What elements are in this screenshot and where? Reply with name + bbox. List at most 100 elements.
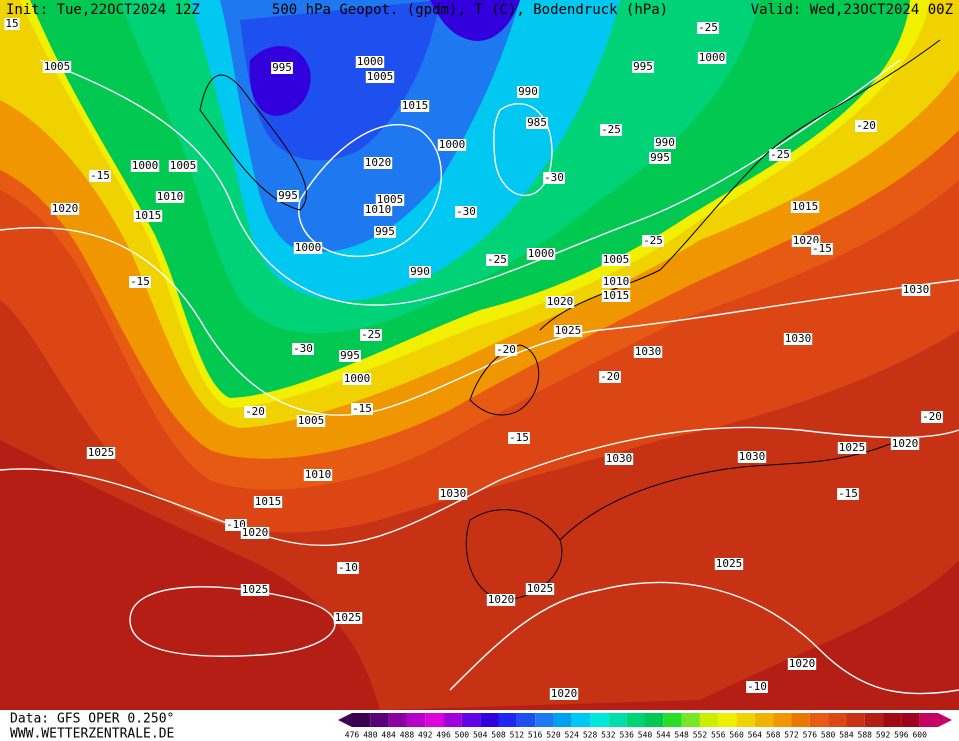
isobar-label: 1005 xyxy=(298,414,325,427)
colorbar-tick-label: 572 xyxy=(784,731,799,740)
isobar-label: -15 xyxy=(130,275,150,288)
isobar-label: 1030 xyxy=(785,332,812,345)
label-box xyxy=(4,18,20,30)
label-box xyxy=(525,583,555,595)
label-box xyxy=(168,160,198,172)
isobar-label: -25 xyxy=(361,328,381,341)
colorbar-box xyxy=(828,713,847,727)
colorbar-box xyxy=(443,713,462,727)
label-box xyxy=(293,242,323,254)
isobar-label: 990 xyxy=(518,85,538,98)
label-box xyxy=(50,203,80,215)
colorbar-tick-label: 552 xyxy=(693,731,708,740)
colorbar-box xyxy=(388,713,407,727)
colorbar-tick-label: 544 xyxy=(656,731,671,740)
label-box xyxy=(374,226,396,238)
label-box xyxy=(342,373,372,385)
isobar-label: 1030 xyxy=(606,452,633,465)
label-box xyxy=(486,594,516,606)
colorbar-tick-label: 592 xyxy=(876,731,891,740)
colorbar-tick-label: 500 xyxy=(455,731,470,740)
label-box xyxy=(526,248,556,260)
label-box xyxy=(400,100,430,112)
colorbar-tick-label: 560 xyxy=(729,731,744,740)
label-box xyxy=(790,201,820,213)
isobar-label: 1000 xyxy=(699,51,726,64)
colorbar-tick-label: 516 xyxy=(528,731,543,740)
label-box xyxy=(244,406,266,418)
label-box xyxy=(600,124,622,136)
colorbar-tick-label: 496 xyxy=(436,731,451,740)
isobar-label: 1020 xyxy=(551,687,578,700)
colorbar-tick-label: 484 xyxy=(381,731,396,740)
colorbar-tick-label: 504 xyxy=(473,731,488,740)
label-box xyxy=(375,194,405,206)
isobar-label: 990 xyxy=(410,265,430,278)
label-box xyxy=(901,284,931,296)
isobar-label: 15 xyxy=(5,17,18,30)
colorbar: 476 480 484 488 492 496 500 504 508 512 516 520 524 5… xyxy=(338,713,952,740)
isobar-label: -25 xyxy=(487,253,507,266)
isobar-label: -25 xyxy=(601,123,621,136)
isobar-label: -20 xyxy=(496,343,516,356)
isobar-label: 1005 xyxy=(367,70,394,83)
label-box xyxy=(921,411,943,423)
label-box xyxy=(292,343,314,355)
isobar-label: 995 xyxy=(278,189,298,202)
label-box xyxy=(654,137,676,149)
colorbar-box xyxy=(406,713,426,727)
colorbar-box xyxy=(864,713,884,727)
isobar-label: 995 xyxy=(340,349,360,362)
colorbar-tick-label: 540 xyxy=(638,731,653,740)
colorbar-tick-label: 488 xyxy=(400,731,415,740)
label-box xyxy=(769,149,791,161)
label-box xyxy=(240,527,270,539)
label-box xyxy=(351,403,373,415)
label-box xyxy=(783,333,813,345)
label-box xyxy=(155,191,185,203)
label-box xyxy=(455,206,477,218)
colorbar-box xyxy=(461,713,481,727)
colorbar-box xyxy=(663,713,682,727)
isobar-label: 1030 xyxy=(739,450,766,463)
label-box xyxy=(553,325,583,337)
label-box xyxy=(130,160,160,172)
label-box xyxy=(339,350,361,362)
colorbar-tick-label: 596 xyxy=(894,731,909,740)
label-box xyxy=(133,210,163,222)
isobar-label: 985 xyxy=(527,116,547,129)
label-box xyxy=(363,204,393,216)
colorbar-box xyxy=(590,713,609,727)
isobar-label: -15 xyxy=(812,242,832,255)
isobar-label: 1000 xyxy=(357,55,384,68)
colorbar-box xyxy=(608,713,627,727)
colorbar-arrow-high xyxy=(938,713,952,727)
colorbar-tick-label: 520 xyxy=(546,731,561,740)
colorbar-tick-label: 532 xyxy=(601,731,616,740)
label-box xyxy=(486,254,508,266)
colorbar-box xyxy=(480,713,499,727)
label-box xyxy=(633,346,663,358)
label-box xyxy=(438,488,468,500)
isobar-label: 995 xyxy=(633,60,653,73)
isobar-label: 1020 xyxy=(52,202,79,215)
label-box xyxy=(296,415,326,427)
colorbar-box xyxy=(846,713,865,727)
colorbar-box xyxy=(535,713,554,727)
label-box xyxy=(855,120,877,132)
isobar-label: 1010 xyxy=(305,468,332,481)
isobar-label: 1020 xyxy=(488,593,515,606)
label-box xyxy=(649,152,671,164)
isobar-label: 1020 xyxy=(547,295,574,308)
colorbar-box xyxy=(370,713,389,727)
label-box xyxy=(303,469,333,481)
isobar-label: 1025 xyxy=(335,611,362,624)
colorbar-tick-label: 588 xyxy=(858,731,873,740)
isobar-label: 1025 xyxy=(527,582,554,595)
isobar-label: -25 xyxy=(643,234,663,247)
isobar-label: 1015 xyxy=(402,99,429,112)
label-box xyxy=(632,61,654,73)
isobar-label: 1010 xyxy=(603,275,630,288)
label-box xyxy=(89,170,111,182)
isobars xyxy=(0,59,959,695)
